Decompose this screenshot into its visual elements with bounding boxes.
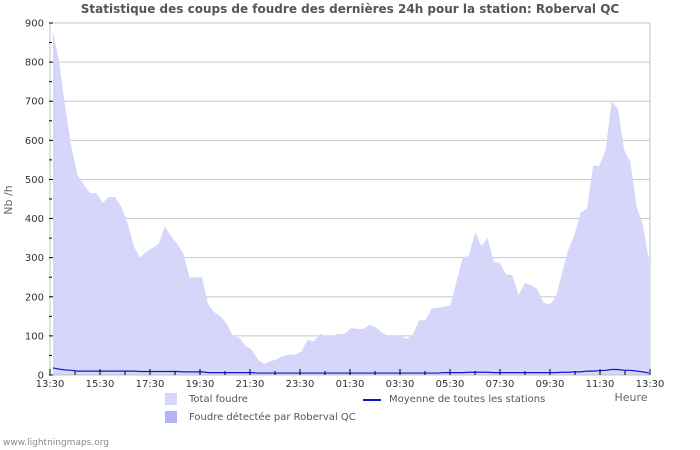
svg-text:100: 100 [25,331,44,342]
x-axis-label: Heure [614,391,647,404]
svg-text:13:30: 13:30 [636,379,665,390]
watermark-link[interactable]: www.lightningmaps.org [3,438,109,448]
data-areas [53,30,649,375]
svg-text:900: 900 [25,19,44,30]
svg-text:17:30: 17:30 [136,379,165,390]
svg-text:200: 200 [25,292,44,303]
svg-text:09:30: 09:30 [536,379,565,390]
y-axis-label: Nb /h [2,185,15,214]
svg-text:500: 500 [25,175,44,186]
svg-text:23:30: 23:30 [286,379,315,390]
svg-text:11:30: 11:30 [586,379,615,390]
y-axis-ticks: 0 100 200 300 400 500 600 700 800 900 [25,19,53,382]
legend-swatch-total [165,393,177,405]
legend-swatch-detected [165,411,177,423]
svg-text:19:30: 19:30 [186,379,215,390]
svg-text:400: 400 [25,214,44,225]
legend-label-average: Moyenne de toutes les stations [389,394,546,405]
x-axis-ticks: 13:30 15:30 17:30 19:30 21:30 23:30 01:30 03:30… [36,369,665,390]
svg-text:03:30: 03:30 [386,379,415,390]
svg-text:700: 700 [25,97,44,108]
svg-text:01:30: 01:30 [336,379,365,390]
svg-text:600: 600 [25,136,44,147]
svg-text:0: 0 [38,371,44,382]
svg-text:05:30: 05:30 [436,379,465,390]
svg-text:07:30: 07:30 [486,379,515,390]
chart-title: Statistique des coups de foudre des dern… [80,2,620,16]
legend-label-total: Total foudre [189,394,248,405]
svg-text:15:30: 15:30 [86,379,115,390]
svg-text:300: 300 [25,253,44,264]
svg-text:800: 800 [25,58,44,69]
legend-label-detected: Foudre détectée par Roberval QC [189,412,356,423]
svg-text:13:30: 13:30 [36,379,65,390]
legend-swatch-average [363,399,381,401]
svg-text:21:30: 21:30 [236,379,265,390]
